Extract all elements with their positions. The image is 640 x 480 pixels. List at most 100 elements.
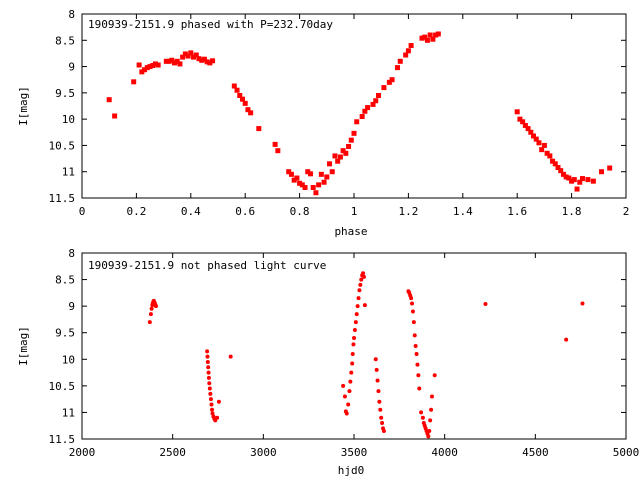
phased-data-point	[182, 51, 188, 57]
unphased-data-point	[416, 373, 421, 378]
phased-data-point	[256, 126, 262, 132]
phased-data-point	[239, 96, 245, 102]
unphased-data-point	[483, 302, 488, 307]
phased-data-point	[248, 110, 254, 116]
unphased-data-point	[210, 407, 215, 412]
unphased-data-point	[375, 378, 380, 383]
phased-data-point	[373, 98, 379, 104]
unphased-y-tick-label: 8	[68, 247, 75, 260]
phased-x-tick-label: 0.8	[290, 205, 310, 218]
unphased-data-point	[378, 407, 383, 412]
phased-x-tick-label: 0.4	[181, 205, 201, 218]
unphased-y-tick-label: 9.5	[55, 327, 75, 340]
unphased-data-point	[429, 407, 434, 412]
phased-data-point	[346, 143, 352, 149]
phased-data-point	[147, 64, 153, 70]
phased-data-point	[517, 116, 523, 122]
phased-data-point	[237, 92, 243, 98]
unphased-chart-title: 190939-2151.9 not phased light curve	[88, 259, 326, 272]
unphased-data-point	[208, 391, 213, 396]
phased-data-point	[351, 130, 357, 136]
unphased-data-point	[353, 320, 358, 325]
unphased-data-point	[347, 389, 352, 394]
phased-data-point	[577, 179, 583, 185]
phased-data-point	[234, 87, 240, 93]
unphased-y-tick-label: 10	[62, 353, 75, 366]
unphased-data-point	[428, 418, 433, 423]
phased-y-tick-label: 10.5	[49, 139, 76, 152]
phased-data-point	[291, 177, 297, 183]
phased-data-point	[607, 165, 613, 171]
phased-data-point	[177, 61, 183, 67]
phased-data-point	[196, 56, 202, 62]
phased-data-point	[337, 154, 343, 160]
phased-data-point	[180, 54, 186, 60]
unphased-data-point	[341, 383, 346, 388]
phased-data-point	[294, 175, 300, 181]
phased-data-point	[579, 176, 585, 182]
phased-data-point	[307, 171, 313, 177]
unphased-data-point	[426, 434, 431, 439]
phased-x-tick-label: 1.6	[507, 205, 527, 218]
phased-data-point	[305, 169, 311, 175]
phased-data-point	[397, 58, 403, 64]
unphased-data-point	[379, 415, 384, 420]
phased-data-point	[324, 174, 330, 180]
phased-data-point	[430, 36, 436, 42]
phased-data-point	[514, 109, 520, 115]
unphased-data-point	[580, 301, 585, 306]
phased-data-point	[381, 85, 387, 91]
unphased-data-point	[207, 381, 212, 386]
phased-data-point	[547, 153, 553, 159]
phased-data-point	[354, 119, 360, 125]
phased-data-point	[272, 141, 278, 147]
unphased-data-point	[352, 336, 356, 341]
unphased-data-point	[417, 386, 422, 391]
unphased-y-tick-label: 11	[62, 406, 75, 419]
phased-x-tick-label: 0.2	[126, 205, 146, 218]
unphased-data-point	[361, 274, 366, 279]
unphased-data-point	[358, 282, 363, 287]
phased-data-point	[520, 119, 526, 125]
phased-data-point	[201, 56, 207, 62]
unphased-data-point	[350, 361, 355, 366]
phased-data-point	[299, 182, 305, 188]
phased-data-point	[207, 60, 213, 66]
unphased-data-point	[207, 386, 212, 391]
unphased-data-point	[413, 344, 418, 348]
phased-y-tick-label: 9	[68, 61, 75, 74]
phased-data-point	[536, 140, 542, 146]
phased-data-point	[210, 58, 216, 64]
phased-data-point	[419, 35, 425, 41]
phased-data-point	[375, 92, 381, 98]
phased-data-point	[522, 122, 528, 128]
unphased-data-point	[153, 304, 158, 309]
phased-data-point	[169, 57, 175, 63]
phased-x-axis-label: phase	[334, 225, 367, 238]
unphased-data-point	[380, 421, 385, 426]
unphased-y-axis-label: I[mag]	[17, 326, 30, 366]
unphased-data-point	[359, 277, 364, 282]
phased-data-point	[389, 77, 395, 83]
phased-data-point	[171, 60, 177, 66]
unphased-data-point	[356, 296, 361, 301]
unphased-data-point	[355, 304, 360, 309]
unphased-data-point	[352, 328, 357, 333]
phased-data-point	[185, 53, 191, 59]
unphased-data-points	[147, 271, 585, 439]
phased-data-point	[550, 158, 556, 164]
unphased-x-tick-label: 4500	[522, 446, 549, 459]
phased-data-point	[427, 32, 433, 38]
phased-data-point	[316, 182, 322, 188]
unphased-data-point	[564, 337, 569, 342]
unphased-x-tick-label: 2000	[69, 446, 96, 459]
unphased-data-point	[216, 399, 221, 404]
phased-data-point	[359, 114, 365, 120]
phased-data-point	[531, 133, 537, 139]
unphased-data-point	[361, 271, 366, 276]
unphased-data-point	[205, 354, 210, 359]
unphased-data-point	[410, 309, 415, 314]
phased-x-tick-label: 1.2	[398, 205, 418, 218]
phased-data-point	[558, 168, 564, 174]
phased-data-point	[343, 150, 349, 156]
